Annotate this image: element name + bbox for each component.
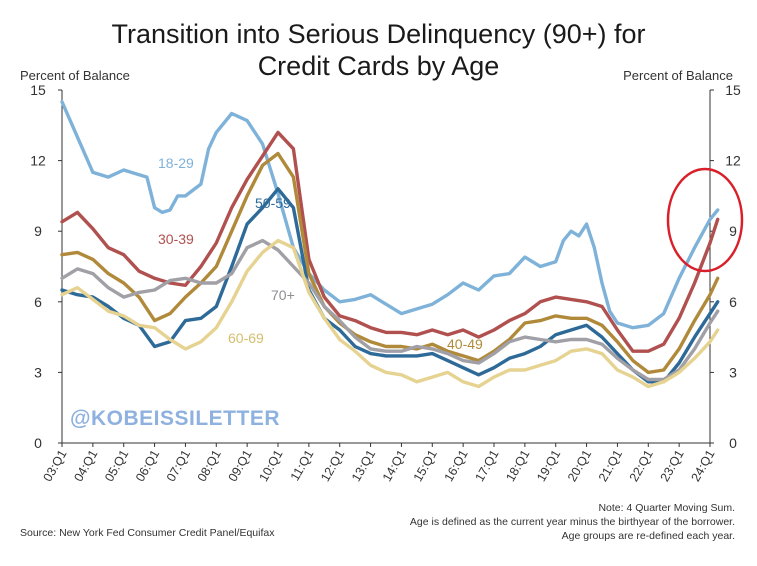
series-line-60-69 (60, 238, 720, 389)
chart-notes: Note: 4 Quarter Moving Sum. Age is defin… (410, 501, 735, 543)
series-label: 50-59 (255, 195, 291, 211)
x-tick-label: 16:Q1 (442, 447, 471, 484)
x-tick-label: 06:Q1 (133, 447, 162, 484)
series-label: 60-69 (228, 330, 264, 346)
series-line-18-29 (60, 100, 720, 330)
x-tick-label: 17:Q1 (472, 447, 501, 484)
series-line-30-39 (60, 130, 720, 353)
chart-title-line-2: Credit Cards by Age (257, 51, 500, 81)
x-tick-label: 05:Q1 (102, 447, 131, 484)
y-tick-label-left: 3 (34, 364, 42, 380)
watermark-text: @KOBEISSILETTER (70, 407, 280, 430)
y-axis-title-left: Percent of Balance (20, 68, 130, 83)
x-tick-label: 21:Q1 (596, 447, 625, 484)
highlight-circle (666, 167, 744, 273)
x-tick-label: 24:Q1 (688, 447, 717, 484)
x-tick-label: 03:Q1 (40, 447, 69, 484)
series-line-40-49 (60, 151, 720, 375)
y-tick-label-right: 0 (729, 435, 737, 451)
x-tick-label: 09:Q1 (226, 447, 255, 484)
series-label: 18-29 (158, 155, 194, 171)
x-tick-label: 19:Q1 (534, 447, 563, 484)
series-line-50-59 (60, 187, 720, 384)
x-tick-label: 18:Q1 (503, 447, 532, 484)
x-tick-label: 08:Q1 (195, 447, 224, 484)
y-tick-label-right: 3 (729, 364, 737, 380)
x-tick-label: 14:Q1 (380, 447, 409, 484)
y-tick-label-right: 12 (725, 153, 741, 169)
x-tick-label: 22:Q1 (627, 447, 656, 484)
y-tick-label-left: 6 (34, 294, 42, 310)
x-tick-label: 11:Q1 (288, 447, 317, 483)
series-label: 40-49 (447, 336, 483, 352)
y-tick-label-left: 9 (34, 223, 42, 239)
y-tick-label-left: 15 (30, 82, 46, 98)
note-line: Age is defined as the current year minus… (409, 516, 735, 528)
x-tick-label: 20:Q1 (565, 447, 594, 484)
x-tick-label: 15:Q1 (411, 447, 440, 484)
x-tick-label: 04:Q1 (71, 447, 100, 484)
note-line: Note: 4 Quarter Moving Sum. (598, 502, 735, 514)
chart-title-line-1: Transition into Serious Delinquency (90+… (111, 19, 646, 49)
x-tick-label: 10:Q1 (256, 447, 285, 484)
y-tick-label-right: 6 (729, 294, 737, 310)
chart-title: Transition into Serious Delinquency (90+… (0, 18, 757, 82)
x-tick-label: 12:Q1 (318, 447, 347, 484)
y-tick-label-right: 9 (729, 223, 737, 239)
series-label: 70+ (271, 287, 295, 303)
series-label: 30-39 (158, 231, 194, 247)
y-tick-label-right: 15 (725, 82, 741, 98)
y-tick-label-left: 12 (30, 153, 46, 169)
y-tick-label-left: 0 (34, 435, 42, 451)
x-tick-label: 23:Q1 (658, 447, 687, 484)
note-line: Age groups are re-defined each year. (561, 530, 735, 542)
x-tick-label: 13:Q1 (349, 447, 378, 484)
x-tick-label: 07:Q1 (164, 447, 193, 484)
y-axis-title-right: Percent of Balance (623, 68, 733, 83)
chart-source: Source: New York Fed Consumer Credit Pan… (20, 527, 275, 539)
series-line-70+ (60, 238, 720, 382)
